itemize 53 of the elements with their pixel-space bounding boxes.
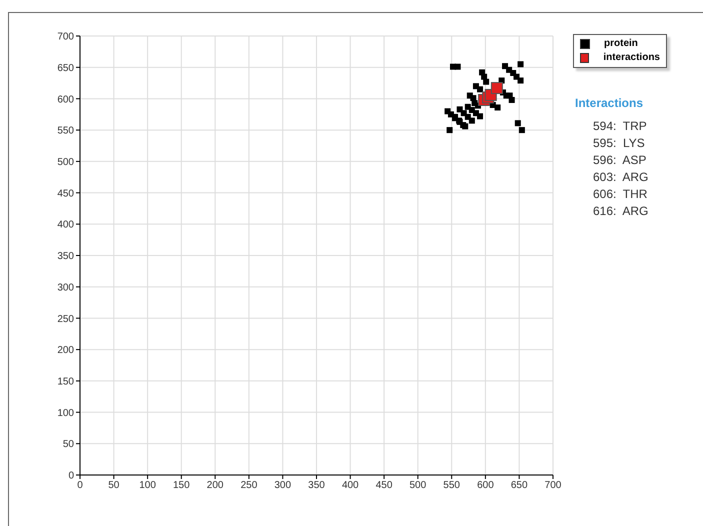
text: 603: ARG [593, 169, 648, 186]
x-tick-label: 0 [77, 480, 84, 492]
y-tick-label: 550 [57, 126, 74, 137]
y-tick-label: 400 [57, 220, 74, 231]
y-tick-label: 300 [57, 282, 74, 294]
point [490, 82, 503, 94]
y-tick-label: 200 [57, 345, 74, 356]
y-tick-label: 100 [57, 408, 74, 419]
point [518, 127, 525, 134]
x-tick-label: 50 [108, 480, 120, 492]
legend-label: protein [603, 37, 639, 51]
y-tick-label: 500 [57, 156, 74, 168]
text: 595: LYS [593, 135, 646, 152]
y-tick-label: 150 [57, 376, 74, 388]
legend-label: interactions [602, 51, 660, 65]
text: Interactions [575, 96, 644, 110]
x-tick-label: 650 [510, 480, 528, 492]
point [514, 120, 521, 126]
point [470, 95, 476, 102]
x-tick-label: 600 [477, 480, 494, 492]
y-tick-label: 650 [57, 62, 74, 74]
point [494, 104, 501, 110]
point [518, 78, 524, 84]
point [518, 61, 524, 68]
text: 616: ARG [593, 203, 648, 220]
point [446, 127, 453, 134]
point [477, 86, 484, 92]
x-tick-label: 550 [443, 480, 460, 492]
x-tick-label: 300 [274, 480, 292, 492]
y-tick-label: 450 [57, 188, 74, 200]
point [468, 118, 475, 124]
x-tick-label: 400 [342, 480, 360, 492]
y-tick-label: 350 [57, 251, 74, 262]
y-tick-label: 250 [57, 314, 74, 325]
text: 594: TRP [593, 118, 648, 135]
point [483, 78, 490, 85]
x-tick-label: 100 [139, 480, 156, 492]
text: 606: THR [593, 186, 648, 203]
y-tick-label: 700 [57, 32, 74, 43]
x-tick-label: 700 [544, 480, 562, 492]
y-tick-label: 0 [68, 470, 74, 482]
point [477, 113, 484, 120]
y-tick-label: 600 [57, 94, 74, 106]
x-tick-label: 450 [376, 480, 393, 492]
x-tick-label: 250 [240, 480, 258, 492]
text: 596: ASP [593, 152, 648, 169]
x-tick-label: 500 [410, 480, 427, 492]
point [454, 64, 461, 70]
point [508, 96, 515, 103]
x-tick-label: 150 [173, 480, 190, 492]
x-tick-label: 350 [308, 480, 326, 492]
x-tick-label: 200 [206, 480, 224, 492]
y-tick-label: 50 [62, 439, 74, 450]
